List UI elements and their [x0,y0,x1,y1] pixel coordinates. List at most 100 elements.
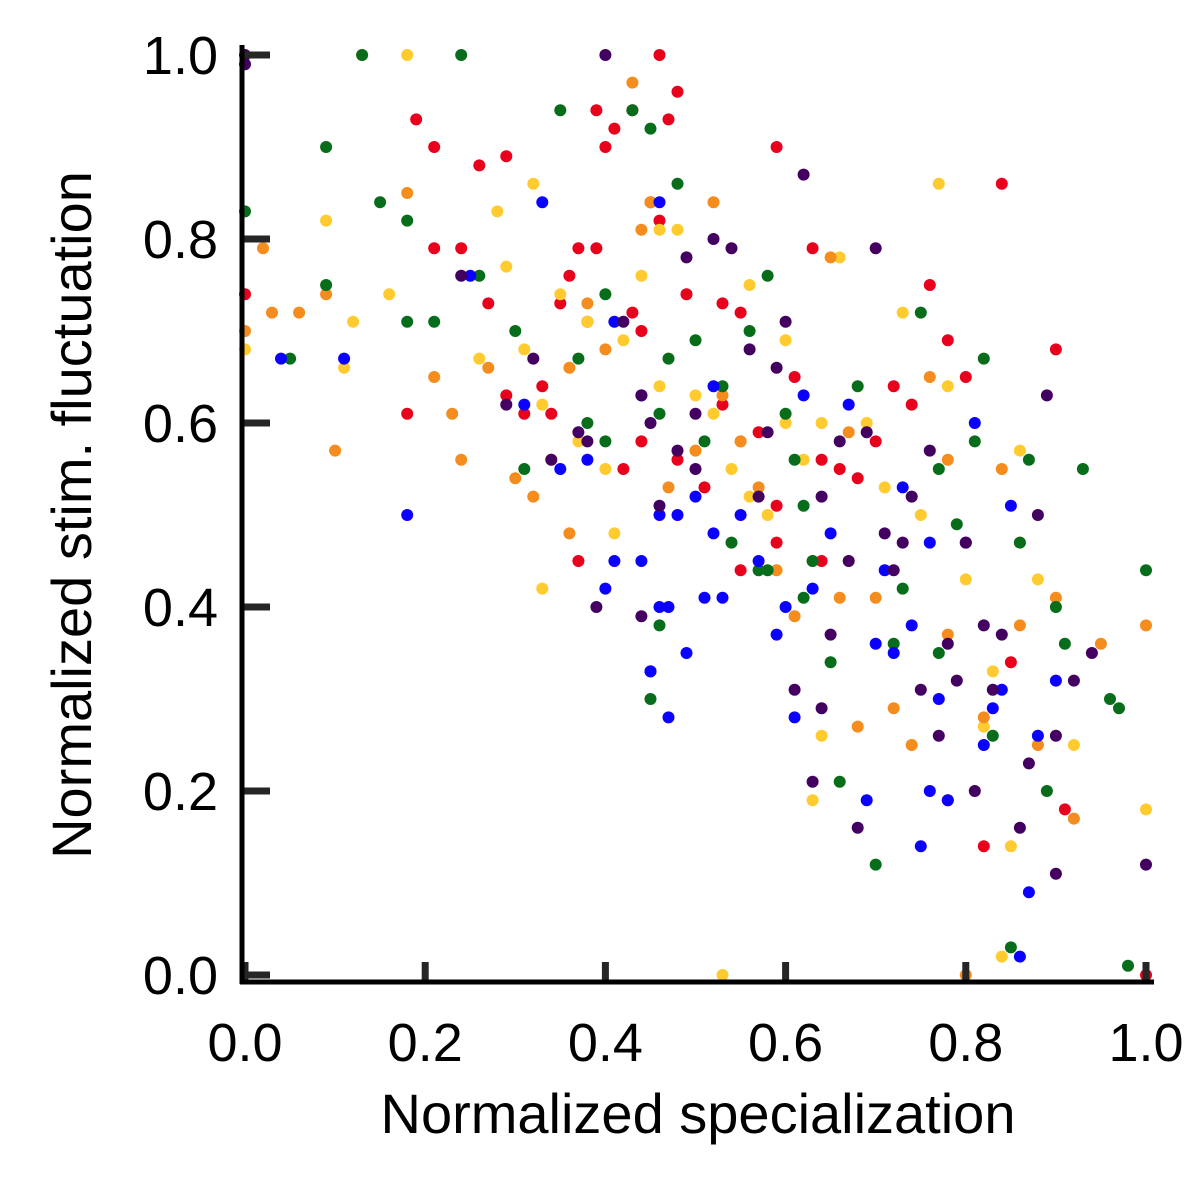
scatter-point [815,702,828,715]
y-axis-title: Normalized stim. fluctuation [40,171,103,859]
scatter-point [950,674,963,687]
scatter-point [329,444,342,457]
scatter-point [878,527,891,540]
scatter-point [320,141,333,153]
scatter-point [500,150,513,163]
scatter-point [1022,453,1035,466]
scatter-point [653,380,666,393]
scatter-point [788,683,801,696]
y-tick-label: 0.0 [143,946,218,1006]
scatter-point [599,582,612,595]
scatter-point [1049,591,1062,604]
scatter-point [536,582,549,595]
y-tick-label: 0.6 [143,394,218,454]
scatter-point [455,453,468,466]
scatter-point [653,49,666,61]
scatter-point [608,122,621,135]
scatter-point [338,352,351,365]
scatter-point [941,637,954,650]
scatter-point [1004,941,1017,954]
scatter-point [455,242,468,255]
y-axis-ticks: 0.0 0.2 0.4 0.6 0.8 1.0 [143,26,270,1006]
scatter-point [1004,499,1017,512]
y-tick-label: 0.2 [143,762,218,822]
x-tick-label: 0.8 [928,1013,1003,1073]
scatter-point [770,564,783,577]
scatter-point [824,527,837,540]
scatter-point [1013,950,1026,963]
scatter-point [338,361,351,374]
scatter-point [617,315,630,328]
scatter-point [941,380,954,393]
scatter-point [716,969,729,981]
scatter-point [680,288,693,301]
scatter-point [500,389,513,402]
scatter-point [1067,739,1080,751]
scatter-point [815,490,828,503]
scatter-point [572,426,585,439]
scatter-point [410,113,423,126]
scatter-point [1049,729,1062,742]
scatter-point [770,361,783,374]
scatter-point [401,214,414,227]
scatter-point [581,417,594,429]
scatter-point [527,490,540,503]
scatter-point [1013,619,1026,632]
x-tick-label: 0.6 [748,1013,823,1073]
scatter-point [716,591,729,604]
scatter-point [851,821,864,834]
scatter-point [599,343,612,356]
scatter-point [941,628,954,641]
scatter-point [644,693,657,705]
scatter-point [752,426,765,439]
scatter-point [977,840,990,853]
scatter-point [653,499,666,512]
scatter-point [941,453,954,466]
scatter-point [671,223,684,236]
scatter-point [680,647,693,659]
scatter-point [815,729,828,742]
scatter-point [662,481,675,494]
scatter-point [770,536,783,549]
scatter-point [797,499,810,512]
scatter-point [752,564,765,577]
scatter-point [923,785,936,797]
scatter-point [635,223,648,236]
scatter-point [509,472,522,485]
scatter-point [770,628,783,641]
scatter-point [1122,959,1134,972]
scatter-point [518,407,531,420]
scatter-point [905,490,918,503]
x-tick-label: 0.4 [568,1013,643,1073]
scatter-point [554,463,567,475]
scatter-point [1040,785,1053,797]
scatter-point [689,334,702,347]
scatter-point [851,472,864,485]
scatter-point [797,453,810,466]
scatter-point [860,794,873,807]
scatter-point [1004,840,1017,853]
scatter-point [806,242,819,255]
x-tick-label: 0.2 [388,1013,463,1073]
scatter-point [788,371,801,383]
scatter-point [914,306,927,319]
scatter-point [977,739,990,751]
scatter-point [545,453,558,466]
scatter-point [599,463,612,475]
scatter-point [608,527,621,540]
scatter-point [635,389,648,402]
scatter-point [347,315,360,328]
scatter-point [1013,444,1026,457]
scatter-point [1049,674,1062,687]
scatter-point [887,380,900,393]
scatter-point [464,269,477,282]
scatter-point [536,398,549,411]
scatter-point [860,417,873,429]
scatter-point [716,389,729,402]
scatter-point [995,463,1008,475]
scatter-point [1031,573,1044,586]
scatter-point [995,628,1008,641]
scatter-point [320,279,333,291]
scatter-point [977,720,990,733]
